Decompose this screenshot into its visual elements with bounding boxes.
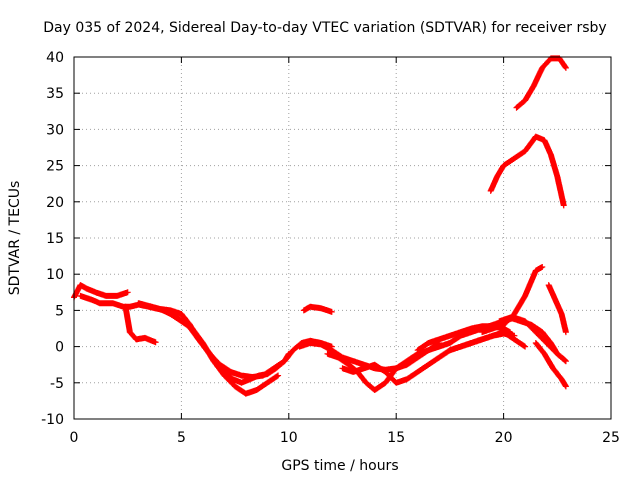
- series-track-p: [487, 133, 567, 209]
- data-marker-track: [513, 55, 569, 111]
- data-marker-track: [487, 133, 567, 209]
- data-marker-track: [532, 340, 569, 390]
- data-marker-track: [496, 314, 569, 365]
- series-track-c: [122, 303, 159, 346]
- x-tick-label: 0: [70, 430, 79, 446]
- y-axis-label: SDTVAR / TECUs: [7, 181, 23, 296]
- y-tick-label: 30: [46, 122, 64, 138]
- series-track-k: [446, 329, 529, 354]
- y-tick-label: 20: [46, 195, 64, 211]
- y-tick-label: -10: [41, 412, 64, 428]
- series-track-f: [300, 303, 335, 315]
- series-track-b: [77, 292, 292, 386]
- x-tick-label: 20: [495, 430, 513, 446]
- x-tick-label: 15: [387, 430, 405, 446]
- y-tick-label: 10: [46, 267, 64, 283]
- x-tick-label: 5: [177, 430, 186, 446]
- chart-title: Day 035 of 2024, Sidereal Day-to-day VTE…: [43, 20, 606, 36]
- y-tick-label: -5: [50, 376, 64, 392]
- data-points: [71, 55, 569, 397]
- series-track-n: [532, 340, 569, 390]
- x-axis-label: GPS time / hours: [281, 458, 398, 474]
- x-tick-label: 25: [602, 430, 620, 446]
- y-tick-label: 35: [46, 86, 64, 102]
- data-marker-track: [77, 292, 292, 386]
- series-track-m: [496, 314, 569, 365]
- data-marker-track: [446, 329, 529, 354]
- y-tick-label: 0: [55, 340, 64, 356]
- axis-ticks: 0 5 10 15 20 25 -10 -5 0 5 10 15 20 25 30 35 40: [41, 50, 620, 446]
- data-marker-track: [545, 282, 569, 336]
- y-tick-label: 25: [46, 159, 64, 175]
- grid-lines: [74, 57, 611, 419]
- data-marker-track: [122, 303, 159, 346]
- data-marker-track: [300, 303, 335, 315]
- x-tick-label: 10: [280, 430, 298, 446]
- y-tick-label: 15: [46, 231, 64, 247]
- y-tick-label: 40: [46, 50, 64, 66]
- y-tick-label: 5: [55, 303, 64, 319]
- series-track-o: [545, 282, 569, 336]
- series-track-q: [513, 55, 569, 111]
